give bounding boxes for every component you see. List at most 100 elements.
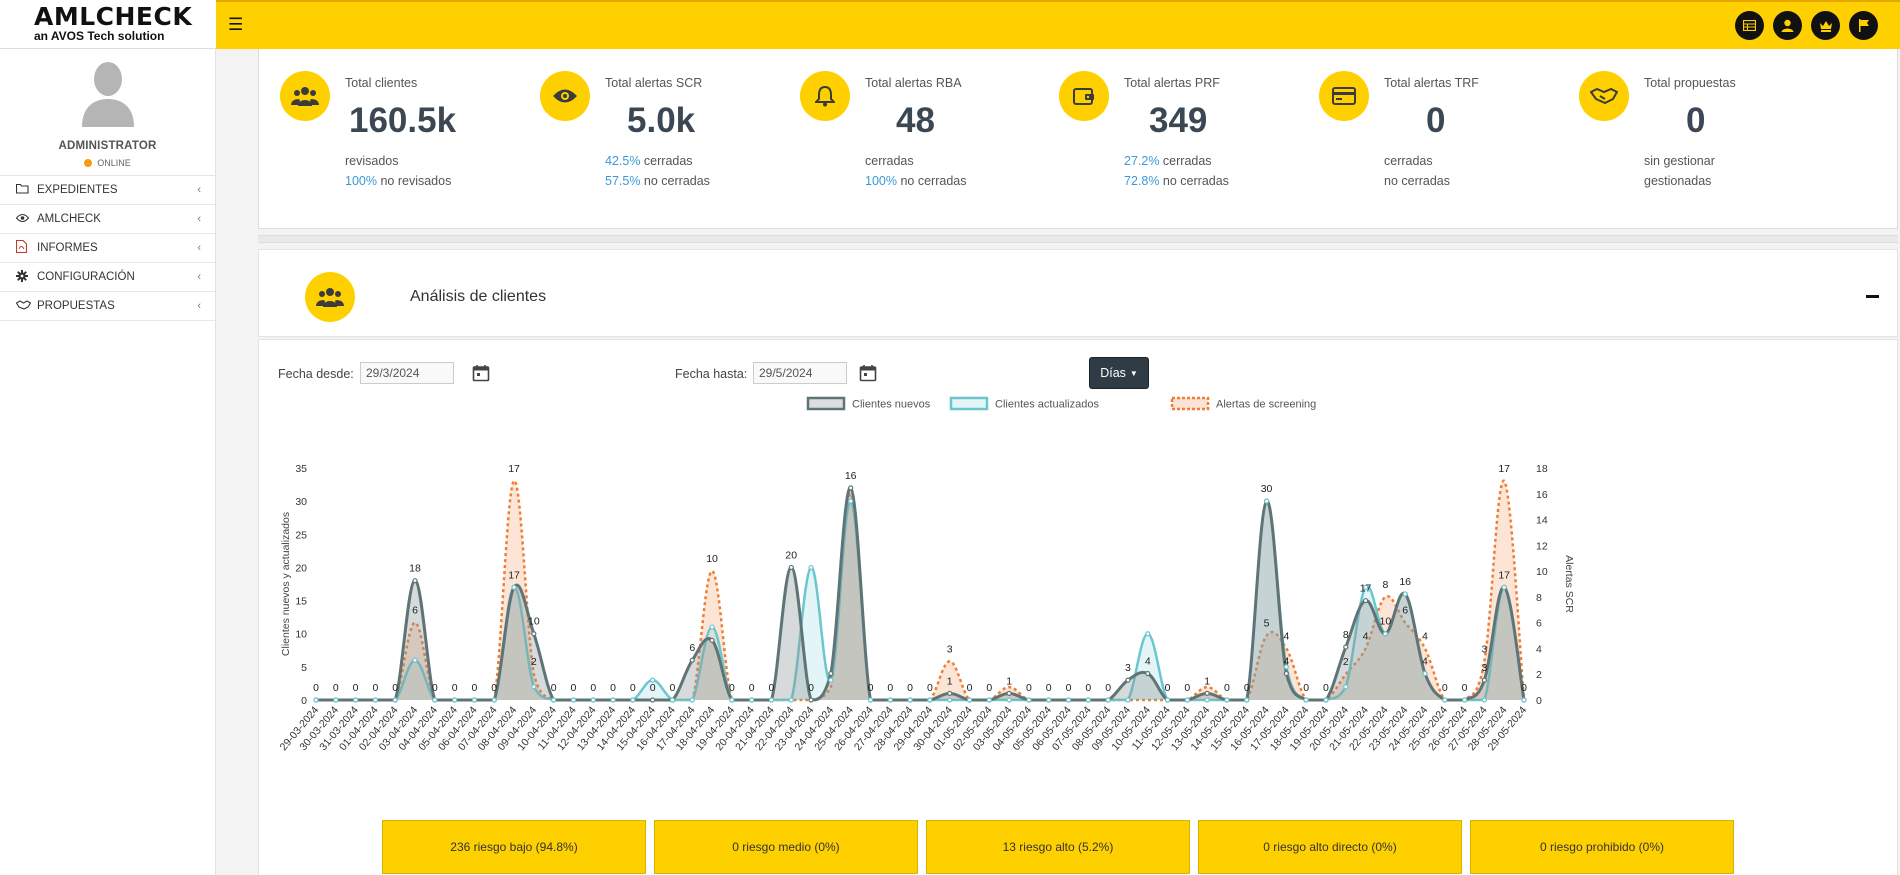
data-point[interactable] — [1402, 591, 1408, 597]
data-point[interactable] — [1125, 677, 1131, 683]
data-point[interactable] — [1362, 584, 1369, 590]
data-point[interactable] — [828, 677, 834, 683]
data-point[interactable] — [1283, 664, 1289, 670]
calendar-icon[interactable] — [859, 364, 877, 382]
data-point[interactable] — [966, 697, 973, 703]
data-point[interactable] — [1125, 697, 1131, 703]
data-point[interactable] — [452, 697, 458, 703]
data-point[interactable] — [947, 697, 953, 703]
data-point[interactable] — [1323, 697, 1329, 703]
table-icon[interactable] — [1735, 11, 1764, 40]
data-point[interactable] — [887, 697, 893, 703]
fecha-hasta-input[interactable] — [753, 362, 847, 384]
data-point[interactable] — [947, 690, 953, 696]
data-point[interactable] — [848, 498, 854, 504]
data-point[interactable] — [1283, 670, 1289, 677]
data-point[interactable] — [1164, 697, 1171, 703]
risk-medio-button[interactable]: 0 riesgo medio (0%) — [654, 820, 918, 874]
data-point[interactable] — [1184, 697, 1190, 703]
data-point[interactable] — [1244, 697, 1250, 703]
sidebar-item-configuracion[interactable]: CONFIGURACIÓN ‹ — [0, 263, 215, 292]
data-point[interactable] — [1343, 684, 1349, 690]
data-point[interactable] — [788, 697, 794, 703]
data-point[interactable] — [788, 564, 794, 571]
legend-item[interactable]: Clientes actualizados — [949, 396, 1099, 411]
data-point[interactable] — [986, 697, 992, 703]
data-point[interactable] — [1461, 697, 1468, 703]
data-point[interactable] — [1105, 697, 1111, 703]
data-point[interactable] — [1006, 690, 1012, 696]
sidebar-item-expedientes[interactable]: EXPEDIENTES ‹ — [0, 176, 215, 205]
data-point[interactable] — [689, 657, 695, 663]
data-point[interactable] — [768, 697, 775, 703]
data-point[interactable] — [867, 697, 874, 703]
logo[interactable]: AMLCHECK an AVOS Tech solution — [0, 0, 216, 49]
risk-bajo-button[interactable]: 236 riesgo bajo (94.8%) — [382, 820, 646, 874]
data-point[interactable] — [1521, 697, 1527, 703]
data-point[interactable] — [709, 624, 715, 630]
data-point[interactable] — [1085, 697, 1091, 703]
data-point[interactable] — [1224, 697, 1230, 703]
data-point[interactable] — [531, 684, 537, 690]
data-point[interactable] — [1343, 644, 1349, 650]
data-point[interactable] — [1026, 697, 1032, 703]
data-point[interactable] — [471, 697, 478, 703]
period-dropdown[interactable]: Días ▼ — [1089, 357, 1149, 389]
legend-item[interactable]: Alertas de screening — [1170, 396, 1316, 411]
legend-item[interactable]: Clientes nuevos — [806, 396, 931, 411]
risk-alto-button[interactable]: 13 riesgo alto (5.2%) — [926, 820, 1190, 874]
data-point[interactable] — [511, 584, 517, 590]
data-point[interactable] — [551, 697, 557, 703]
data-point[interactable] — [531, 631, 537, 637]
data-point[interactable] — [1145, 631, 1151, 637]
data-point[interactable] — [333, 697, 339, 703]
data-point[interactable] — [907, 697, 913, 703]
data-point[interactable] — [848, 485, 854, 491]
calendar-icon[interactable] — [472, 364, 490, 382]
data-point[interactable] — [1303, 697, 1309, 703]
user-icon[interactable] — [1773, 11, 1802, 40]
data-point[interactable] — [1422, 670, 1428, 677]
data-point[interactable] — [491, 697, 497, 703]
data-point[interactable] — [630, 697, 636, 703]
risk-prohibido-button[interactable]: 0 riesgo prohibido (0%) — [1470, 820, 1734, 874]
data-point[interactable] — [1501, 584, 1507, 590]
data-point[interactable] — [749, 697, 755, 703]
data-point[interactable] — [1046, 697, 1052, 703]
data-point[interactable] — [689, 697, 695, 703]
data-point[interactable] — [412, 578, 418, 584]
data-point[interactable] — [1145, 670, 1151, 677]
data-point[interactable] — [1006, 697, 1012, 703]
flag-icon[interactable] — [1849, 11, 1878, 40]
fecha-desde-input[interactable] — [360, 362, 454, 384]
data-point[interactable] — [313, 697, 319, 703]
hamburger-menu-icon[interactable]: ☰ — [228, 15, 244, 34]
data-point[interactable] — [412, 657, 418, 663]
sidebar-item-amlcheck[interactable]: AMLCHECK ‹ — [0, 205, 215, 234]
data-point[interactable] — [432, 697, 438, 703]
data-point[interactable] — [1362, 597, 1369, 604]
data-point[interactable] — [669, 697, 676, 703]
data-point[interactable] — [1065, 697, 1072, 703]
data-point[interactable] — [1481, 677, 1487, 683]
data-point[interactable] — [828, 670, 834, 677]
data-point[interactable] — [650, 697, 656, 703]
data-point[interactable] — [570, 697, 577, 703]
data-point[interactable] — [729, 697, 735, 703]
crown-icon[interactable] — [1811, 11, 1840, 40]
risk-alto-directo-button[interactable]: 0 riesgo alto directo (0%) — [1198, 820, 1462, 874]
data-point[interactable] — [808, 697, 814, 703]
data-point[interactable] — [709, 637, 715, 643]
data-point[interactable] — [372, 697, 379, 703]
data-point[interactable] — [1204, 690, 1210, 696]
data-point[interactable] — [1481, 697, 1487, 703]
sidebar-item-informes[interactable]: INFORMES ‹ — [0, 234, 215, 263]
data-point[interactable] — [610, 697, 616, 703]
data-point[interactable] — [1263, 498, 1270, 504]
data-point[interactable] — [1204, 697, 1210, 703]
collapse-icon[interactable] — [1866, 295, 1879, 298]
data-point[interactable] — [650, 677, 656, 683]
data-point[interactable] — [927, 697, 933, 703]
data-point[interactable] — [808, 564, 814, 571]
data-point[interactable] — [353, 697, 359, 703]
